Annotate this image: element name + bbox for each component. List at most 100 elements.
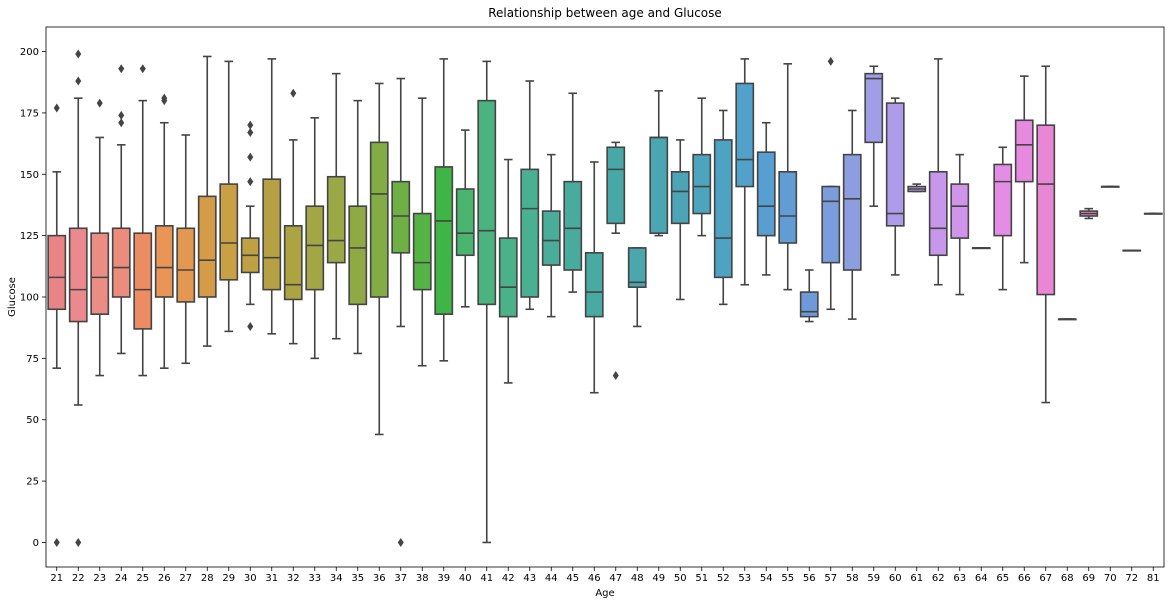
iqr-box <box>649 136 669 234</box>
x-tick-label: 35 <box>351 573 364 584</box>
y-tick-label: 150 <box>20 170 39 181</box>
box-age-52 <box>713 109 733 306</box>
box-age-44 <box>541 153 561 318</box>
outlier-point <box>290 88 297 98</box>
x-tick-label: 63 <box>953 573 966 584</box>
y-tick-label: 175 <box>20 108 39 119</box>
iqr-box <box>176 227 196 303</box>
x-tick-label: 68 <box>1061 573 1074 584</box>
iqr-box <box>326 175 346 264</box>
box-age-29 <box>219 60 239 333</box>
iqr-box <box>47 234 67 311</box>
outlier-point <box>612 371 619 381</box>
x-tick-label: 46 <box>588 573 601 584</box>
chart-title: Relationship between age and Glucose <box>488 6 722 20</box>
box-age-50 <box>670 139 690 301</box>
iqr-box <box>219 183 239 281</box>
iqr-box <box>477 99 497 306</box>
x-tick-label: 22 <box>72 573 85 584</box>
iqr-box <box>283 225 303 301</box>
y-axis-title: Glucose <box>7 277 18 317</box>
x-tick-label: 50 <box>674 573 687 584</box>
box-age-33 <box>305 117 325 360</box>
iqr-box <box>842 153 862 271</box>
outlier-point <box>53 537 60 547</box>
x-tick-label: 56 <box>803 573 816 584</box>
x-tick-label: 33 <box>308 573 321 584</box>
outlier-point <box>53 103 60 113</box>
outlier-point <box>247 177 254 187</box>
box-age-64 <box>971 247 991 250</box>
box-age-43 <box>520 80 540 311</box>
outlier-point <box>247 128 254 138</box>
y-tick-label: 125 <box>20 231 39 242</box>
box-age-66 <box>1014 75 1034 264</box>
iqr-box <box>692 153 712 215</box>
iqr-box <box>133 232 153 330</box>
x-tick-label: 49 <box>652 573 665 584</box>
outlier-point <box>161 96 168 106</box>
iqr-box <box>68 227 88 323</box>
outlier-point <box>75 76 82 86</box>
iqr-box <box>627 247 647 288</box>
box-age-24 <box>111 64 131 355</box>
iqr-box <box>756 151 776 237</box>
box-age-30 <box>240 120 260 331</box>
x-tick-label: 36 <box>373 573 386 584</box>
box-age-40 <box>455 129 475 308</box>
x-tick-label: 60 <box>889 573 902 584</box>
box-age-57 <box>821 56 841 311</box>
box-age-46 <box>584 161 604 394</box>
outlier-point <box>75 537 82 547</box>
x-tick-label: 44 <box>545 573 558 584</box>
outlier-point <box>96 98 103 108</box>
iqr-box <box>434 166 454 315</box>
iqr-box <box>778 171 798 244</box>
box-age-38 <box>412 97 432 367</box>
box-age-51 <box>692 97 712 237</box>
x-tick-label: 42 <box>502 573 515 584</box>
box-age-45 <box>563 92 583 293</box>
box-age-28 <box>197 55 217 347</box>
box-age-56 <box>799 269 819 323</box>
iqr-box <box>993 163 1013 237</box>
x-tick-label: 26 <box>158 573 171 584</box>
x-tick-label: 55 <box>781 573 794 584</box>
iqr-box <box>412 212 432 291</box>
iqr-box <box>713 139 733 279</box>
outlier-point <box>118 110 125 120</box>
iqr-box <box>369 141 389 298</box>
x-tick-label: 47 <box>609 573 622 584</box>
y-tick-label: 0 <box>33 538 39 549</box>
box-age-62 <box>928 58 948 286</box>
outlier-point <box>247 321 254 331</box>
iqr-box <box>821 185 841 264</box>
x-tick-label: 32 <box>287 573 300 584</box>
iqr-box <box>799 291 819 318</box>
box-age-72 <box>1122 249 1142 252</box>
iqr-box <box>606 146 626 225</box>
y-tick-label: 50 <box>26 415 39 426</box>
iqr-box <box>1036 124 1056 296</box>
x-tick-label: 66 <box>1018 573 1031 584</box>
box-age-36 <box>369 82 389 436</box>
x-tick-label: 38 <box>416 573 429 584</box>
iqr-box <box>111 227 131 298</box>
x-tick-label: 41 <box>480 573 493 584</box>
box-age-58 <box>842 109 862 320</box>
iqr-box <box>885 102 905 227</box>
outlier-point <box>118 64 125 74</box>
x-tick-label: 40 <box>459 573 472 584</box>
iqr-box <box>391 180 411 254</box>
x-tick-label: 48 <box>631 573 644 584</box>
x-tick-label: 59 <box>867 573 880 584</box>
box-age-39 <box>434 58 454 362</box>
box-age-41 <box>477 60 497 544</box>
x-tick-label: 51 <box>695 573 708 584</box>
iqr-box <box>735 82 755 188</box>
x-tick-label: 34 <box>330 573 343 584</box>
x-tick-label: 27 <box>179 573 192 584</box>
box-age-34 <box>326 72 346 340</box>
box-age-65 <box>993 146 1013 291</box>
